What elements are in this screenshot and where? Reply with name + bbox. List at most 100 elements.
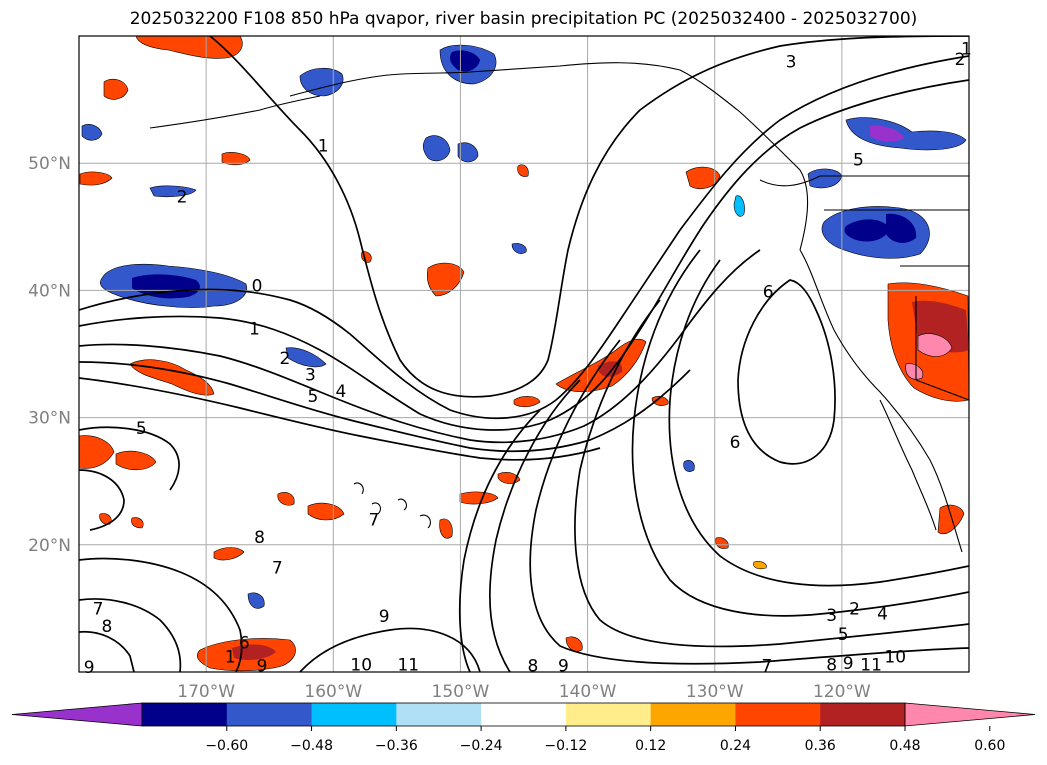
- coastline-canada: [759, 175, 969, 187]
- colorbar-swatch: [481, 703, 567, 726]
- negative-anomaly-region: [457, 142, 479, 163]
- negative-anomaly-region: [285, 347, 327, 368]
- coastline-hawaii: [353, 482, 431, 529]
- coastline-baja: [879, 399, 937, 531]
- lat-label: 40°N: [28, 281, 71, 301]
- colorbar-swatch: [650, 703, 736, 726]
- contour-line: [79, 79, 969, 431]
- negative-anomaly-region: [733, 195, 745, 217]
- positive-anomaly-region: [517, 164, 529, 177]
- contour-line: [79, 55, 969, 420]
- lon-label: 150°W: [432, 682, 490, 702]
- colorbar-tick-label: −0.36: [375, 738, 418, 754]
- colorbar-tick-label: 0.12: [635, 738, 666, 754]
- qvapor-contours: [79, 36, 969, 672]
- contour-label: 5: [853, 150, 864, 170]
- positive-anomaly-region: [565, 636, 583, 652]
- contour-line: [79, 630, 135, 672]
- contour-label: 3: [826, 606, 837, 626]
- contour-label: 7: [93, 599, 104, 619]
- contour-label: 9: [84, 658, 95, 678]
- contour-line: [574, 299, 969, 648]
- plot-frame: [78, 35, 970, 673]
- contour-line: [209, 36, 969, 398]
- contour-label: 11: [860, 655, 882, 675]
- lon-label: 130°W: [686, 682, 744, 702]
- colorbar-swatch: [396, 703, 482, 726]
- colorbar: −0.60 −0.48 −0.36 −0.24 −0.12 0.12 0.24 0.36 0.4…: [11, 702, 1036, 754]
- contour-label: 7: [761, 657, 772, 677]
- contour-label: 10: [350, 655, 372, 675]
- contour-label: 8: [254, 528, 265, 548]
- lon-label: 140°W: [559, 682, 617, 702]
- negative-anomaly-core: [450, 50, 480, 72]
- negative-anomaly-region: [422, 135, 451, 162]
- positive-anomaly-region: [131, 517, 144, 529]
- contour-label: 10: [884, 648, 906, 668]
- colorbar-tick-label: 0.48: [889, 738, 920, 754]
- contour-label: 8: [102, 617, 113, 637]
- contour-label: 7: [369, 510, 380, 530]
- colorbar-tick-label: −0.12: [544, 738, 587, 754]
- contour-label: 3: [305, 365, 316, 385]
- contour-label: 1: [961, 40, 972, 60]
- contour-label: 2: [280, 349, 291, 369]
- contour-label: 1: [225, 648, 236, 668]
- contour-line: [458, 409, 541, 672]
- colorbar-tick-label: 0.36: [805, 738, 836, 754]
- lat-label: 20°N: [28, 536, 71, 556]
- contour-label: 6: [763, 283, 774, 303]
- coastline-alaska: [289, 62, 809, 251]
- positive-anomaly-region: [213, 547, 245, 561]
- contour-label: 9: [379, 607, 390, 627]
- contour-line: [79, 469, 125, 531]
- contour-label: 2: [955, 50, 966, 70]
- contour-label: 2: [849, 599, 860, 619]
- negative-anomaly-core: [886, 213, 917, 243]
- border-states: [900, 265, 969, 401]
- coastline-aleutians: [149, 95, 321, 129]
- positive-anomaly-region: [221, 152, 251, 166]
- negative-anomaly-region: [81, 124, 103, 141]
- negative-anomaly-core: [844, 219, 890, 242]
- contour-line: [79, 249, 761, 444]
- contour-line: [79, 557, 243, 672]
- positive-anomaly-region: [129, 359, 215, 396]
- contour-label: 6: [730, 433, 741, 453]
- contour-line: [529, 339, 969, 665]
- positive-anomaly-region: [99, 513, 112, 525]
- positive-anomaly-region: [426, 262, 465, 297]
- contour-label: 1: [318, 136, 329, 156]
- contour-label: 2: [177, 187, 188, 207]
- negative-anomaly-core: [132, 274, 200, 299]
- colorbar-tick-label: −0.24: [460, 738, 503, 754]
- positive-anomaly-region: [685, 166, 721, 189]
- contour-label: 7: [272, 559, 283, 579]
- contour-line: [631, 249, 969, 617]
- positive-anomaly-region: [937, 504, 965, 534]
- contour-line: [79, 426, 180, 491]
- colorbar-swatch: [565, 703, 652, 726]
- positive-anomaly-core: [232, 644, 276, 660]
- contour-label: 8: [826, 655, 837, 675]
- positive-anomaly-region: [513, 396, 541, 408]
- graticule: [79, 36, 969, 672]
- colorbar-swatch: [226, 703, 313, 726]
- contour-label: 9: [257, 657, 268, 677]
- colorbar-tick-label: −0.60: [205, 738, 248, 754]
- contour-line: [79, 598, 182, 672]
- lat-label: 50°N: [28, 154, 71, 174]
- contour-label: 3: [786, 52, 797, 72]
- contour-label: 9: [843, 654, 854, 674]
- lon-label: 160°W: [304, 682, 362, 702]
- contour-label: 5: [838, 625, 849, 645]
- positive-anomaly-region: [115, 450, 157, 471]
- colorbar-swatch: [735, 703, 821, 726]
- contour-line: [79, 361, 691, 453]
- positive-anomaly-peak: [905, 363, 924, 380]
- positive-anomaly-region: [439, 518, 453, 539]
- colorbar-tick-label: −0.48: [290, 738, 333, 754]
- positive-anomaly-region: [753, 561, 767, 570]
- positive-anomaly-region: [307, 502, 345, 521]
